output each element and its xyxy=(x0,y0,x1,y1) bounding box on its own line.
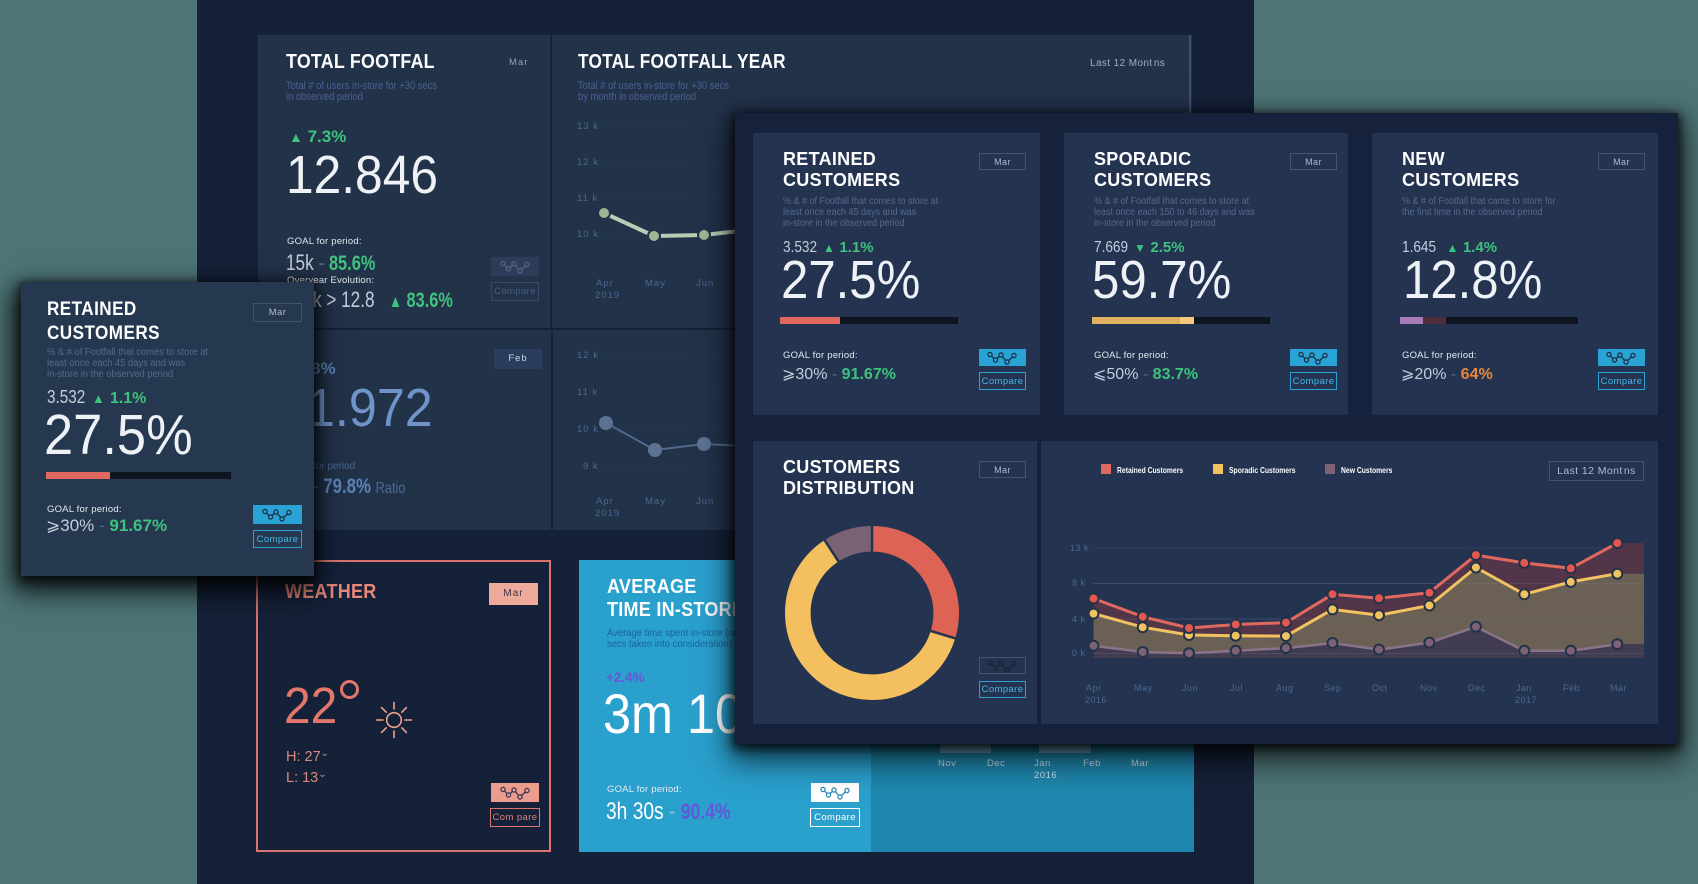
svg-text:Nov: Nov xyxy=(1420,683,1438,693)
svg-text:2017: 2017 xyxy=(1515,695,1537,705)
svg-text:12 k: 12 k xyxy=(577,350,599,361)
svg-text:10 k: 10 k xyxy=(577,424,599,435)
svg-text:Jun: Jun xyxy=(1182,683,1198,693)
svg-text:10 k: 10 k xyxy=(577,229,599,240)
svg-text:2016: 2016 xyxy=(1085,695,1107,705)
svg-text:13 k: 13 k xyxy=(1070,543,1089,553)
svg-text:13 k: 13 k xyxy=(577,121,599,132)
svg-text:Mar: Mar xyxy=(1610,683,1627,693)
svg-text:Feb: Feb xyxy=(1563,683,1580,693)
svg-text:Sep: Sep xyxy=(1324,683,1342,693)
svg-text:Jun: Jun xyxy=(696,278,714,289)
svg-text:0 k: 0 k xyxy=(1072,648,1086,658)
svg-text:2019: 2019 xyxy=(595,290,620,301)
svg-text:Aug: Aug xyxy=(1276,683,1294,693)
svg-text:11 k: 11 k xyxy=(577,387,598,398)
svg-text:12 k: 12 k xyxy=(577,157,599,168)
svg-text:Jun: Jun xyxy=(696,496,714,507)
svg-text:Apr: Apr xyxy=(1086,683,1102,693)
svg-text:May: May xyxy=(645,496,666,507)
svg-text:4 k: 4 k xyxy=(1072,614,1086,624)
svg-text:9 k: 9 k xyxy=(583,461,599,472)
svg-text:May: May xyxy=(645,278,666,289)
svg-text:Dec: Dec xyxy=(1468,683,1486,693)
svg-text:May: May xyxy=(1134,683,1153,693)
svg-text:11 k: 11 k xyxy=(577,193,598,204)
svg-text:Jan: Jan xyxy=(1516,683,1532,693)
svg-text:Oct: Oct xyxy=(1372,683,1388,693)
svg-text:2019: 2019 xyxy=(595,508,620,519)
svg-text:Apr: Apr xyxy=(596,278,614,289)
svg-text:Jul: Jul xyxy=(1230,683,1243,693)
svg-text:8 k: 8 k xyxy=(1072,578,1086,588)
svg-text:Apr: Apr xyxy=(596,496,614,507)
